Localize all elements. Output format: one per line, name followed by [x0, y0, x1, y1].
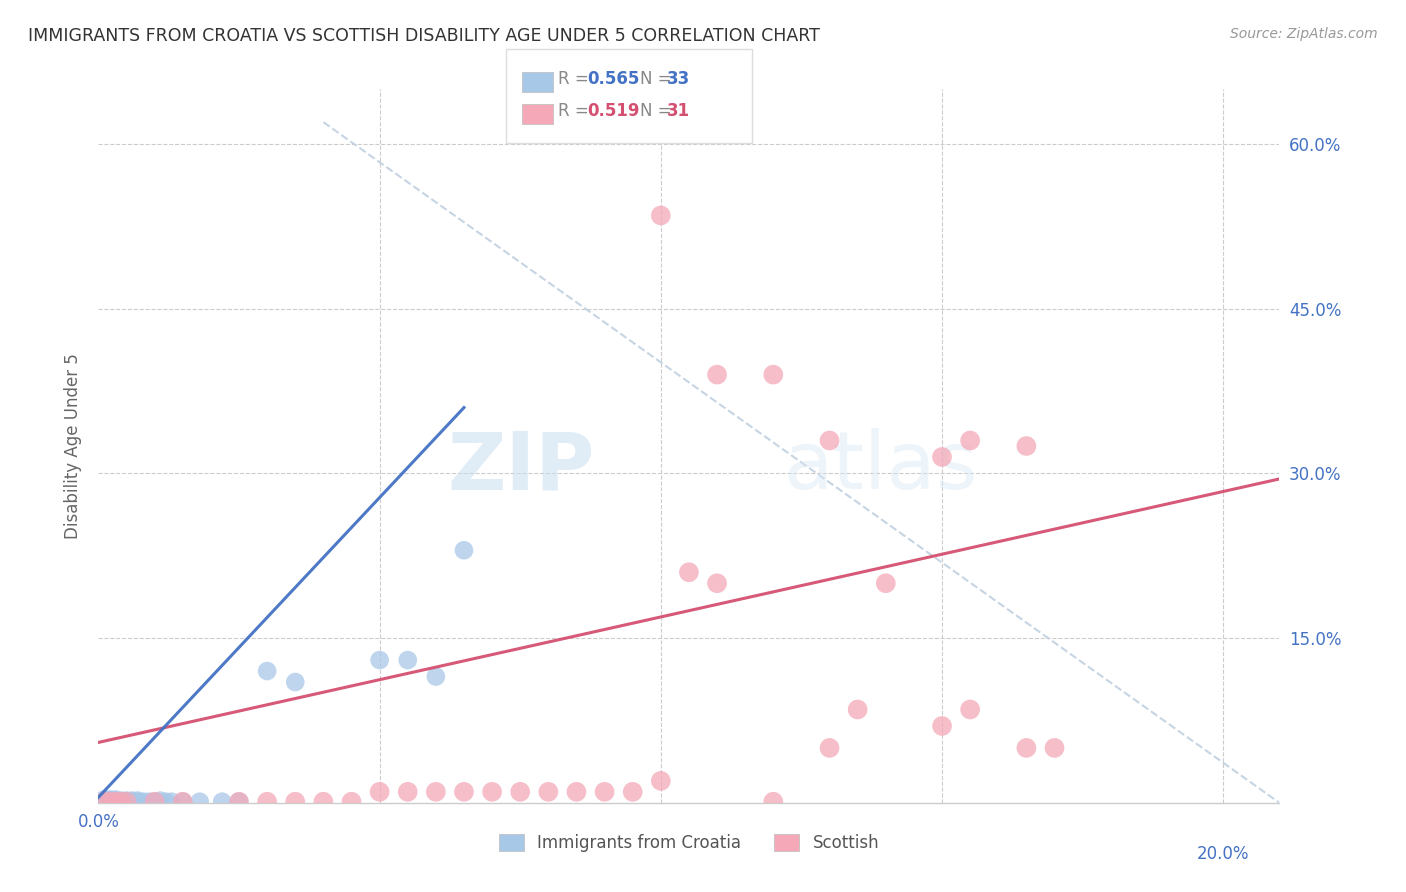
- Point: [172, 795, 194, 809]
- Point: [621, 785, 644, 799]
- Point: [481, 785, 503, 799]
- Point: [115, 795, 138, 809]
- Point: [110, 795, 132, 809]
- Point: [104, 794, 127, 808]
- Point: [104, 795, 127, 809]
- Text: 31: 31: [666, 102, 689, 120]
- Point: [149, 794, 172, 808]
- Point: [706, 368, 728, 382]
- Point: [98, 792, 121, 806]
- Text: N =: N =: [640, 70, 676, 87]
- Point: [312, 795, 335, 809]
- Point: [127, 795, 149, 809]
- Point: [340, 795, 363, 809]
- Point: [368, 653, 391, 667]
- Text: N =: N =: [640, 102, 676, 120]
- Point: [93, 792, 115, 806]
- Point: [115, 794, 138, 808]
- Point: [211, 795, 233, 809]
- Text: 0.519: 0.519: [588, 102, 640, 120]
- Point: [931, 719, 953, 733]
- Point: [284, 795, 307, 809]
- Point: [762, 368, 785, 382]
- Point: [1043, 740, 1066, 755]
- Point: [565, 785, 588, 799]
- Point: [160, 795, 183, 809]
- Point: [1015, 439, 1038, 453]
- Point: [121, 795, 143, 809]
- Point: [284, 675, 307, 690]
- Text: atlas: atlas: [783, 428, 977, 507]
- Point: [115, 795, 138, 809]
- Point: [396, 785, 419, 799]
- Point: [98, 795, 121, 809]
- Point: [143, 795, 166, 809]
- Text: ZIP: ZIP: [447, 428, 595, 507]
- Point: [172, 795, 194, 809]
- Point: [104, 795, 127, 809]
- Point: [650, 209, 672, 223]
- Point: [93, 794, 115, 808]
- Point: [98, 795, 121, 809]
- Text: 33: 33: [666, 70, 690, 87]
- Point: [706, 576, 728, 591]
- Point: [127, 794, 149, 808]
- Point: [453, 785, 475, 799]
- Text: R =: R =: [558, 70, 595, 87]
- Point: [846, 702, 869, 716]
- Point: [138, 795, 160, 809]
- Point: [650, 773, 672, 788]
- Point: [509, 785, 531, 799]
- Point: [98, 794, 121, 808]
- Legend: Immigrants from Croatia, Scottish: Immigrants from Croatia, Scottish: [492, 827, 886, 859]
- Point: [959, 702, 981, 716]
- Point: [228, 795, 250, 809]
- Point: [678, 566, 700, 580]
- Y-axis label: Disability Age Under 5: Disability Age Under 5: [63, 353, 82, 539]
- Point: [110, 795, 132, 809]
- Point: [93, 795, 115, 809]
- Text: IMMIGRANTS FROM CROATIA VS SCOTTISH DISABILITY AGE UNDER 5 CORRELATION CHART: IMMIGRANTS FROM CROATIA VS SCOTTISH DISA…: [28, 27, 820, 45]
- Text: R =: R =: [558, 102, 595, 120]
- Point: [931, 450, 953, 464]
- Point: [818, 740, 841, 755]
- Text: 20.0%: 20.0%: [1197, 845, 1250, 863]
- Point: [143, 795, 166, 809]
- Point: [110, 794, 132, 808]
- Point: [453, 543, 475, 558]
- Point: [188, 795, 211, 809]
- Point: [256, 795, 278, 809]
- Point: [959, 434, 981, 448]
- Text: 0.565: 0.565: [588, 70, 640, 87]
- Point: [425, 785, 447, 799]
- Point: [1015, 740, 1038, 755]
- Point: [593, 785, 616, 799]
- Point: [132, 795, 155, 809]
- Point: [93, 795, 115, 809]
- Point: [228, 795, 250, 809]
- Point: [256, 664, 278, 678]
- Point: [155, 795, 177, 809]
- Point: [762, 795, 785, 809]
- Point: [818, 434, 841, 448]
- Point: [875, 576, 897, 591]
- Point: [104, 792, 127, 806]
- Point: [396, 653, 419, 667]
- Point: [425, 669, 447, 683]
- Text: Source: ZipAtlas.com: Source: ZipAtlas.com: [1230, 27, 1378, 41]
- Point: [368, 785, 391, 799]
- Point: [537, 785, 560, 799]
- Point: [121, 794, 143, 808]
